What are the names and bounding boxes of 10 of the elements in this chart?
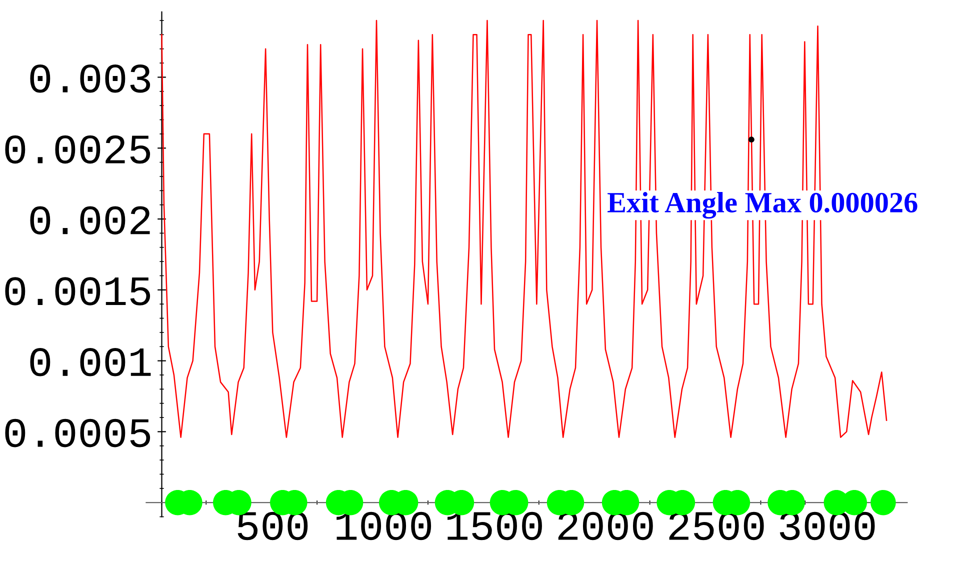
x-tick-label: 1500 [448, 512, 542, 540]
y-tick-label: 0.0015 [5, 277, 150, 306]
x-tick-label: 1000 [336, 512, 432, 540]
x-tick-label: 3000 [780, 512, 875, 540]
annotation: Exit Angle Max 0.000026 [608, 192, 918, 219]
y-tick-label: 0.003 [30, 64, 150, 93]
y-tick-label: 0.0025 [5, 135, 150, 164]
y-tick-label: 0.0005 [5, 418, 150, 448]
y-tick-label: 0.001 [30, 348, 151, 376]
y-tick-label: 0.002 [30, 206, 150, 235]
